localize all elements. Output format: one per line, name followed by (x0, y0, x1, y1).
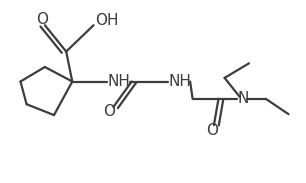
Text: N: N (237, 91, 248, 106)
Text: NH: NH (168, 74, 191, 89)
Text: O: O (207, 123, 218, 138)
Text: O: O (36, 12, 48, 27)
Text: O: O (103, 104, 115, 119)
Text: OH: OH (95, 13, 119, 28)
Text: NH: NH (107, 74, 130, 89)
